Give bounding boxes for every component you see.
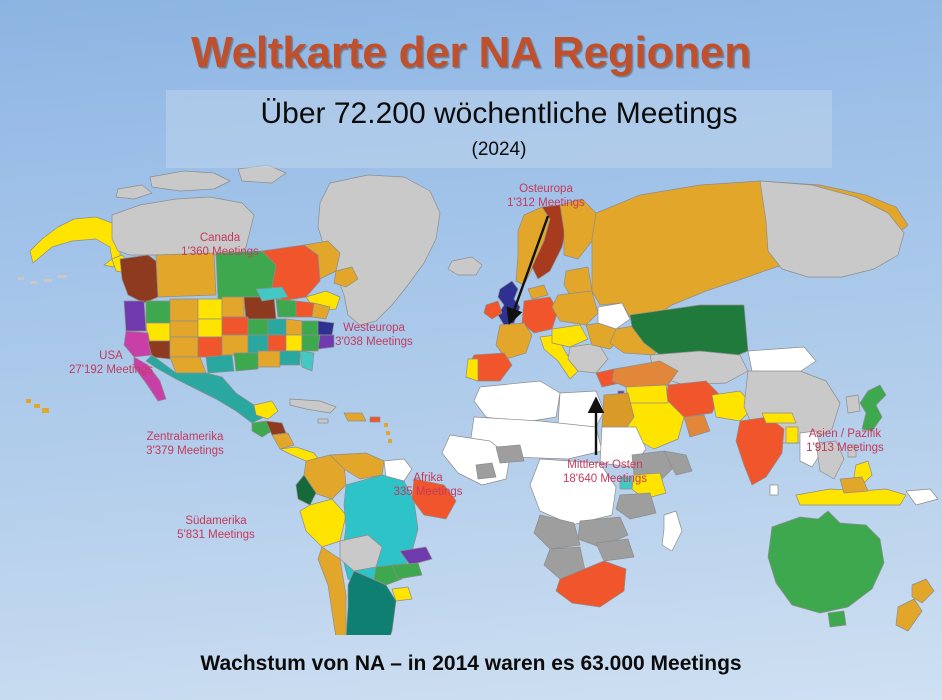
island-cuba [289, 398, 337, 414]
country-myanmar [799, 430, 823, 468]
world-map [0, 155, 942, 635]
country-somalia-grey [663, 450, 693, 476]
russia-far-east [759, 180, 905, 278]
country-japan [859, 384, 887, 432]
country-png [905, 488, 939, 506]
lesser-antilles [384, 423, 392, 443]
country-morocco-algeria [473, 380, 561, 424]
country-portugal [465, 358, 479, 382]
country-taiwan [847, 444, 857, 458]
island-jamaica [317, 418, 329, 424]
country-yucatan [253, 400, 279, 420]
country-mali-grey [495, 444, 525, 464]
country-newzealand [895, 578, 935, 632]
country-baltic [563, 266, 593, 296]
country-peru [299, 498, 347, 548]
country-tanzania-grey [615, 492, 657, 520]
country-guatemala [251, 420, 273, 438]
island-iceland [447, 256, 483, 276]
province-newfoundland [333, 266, 359, 288]
country-bangladesh [785, 426, 799, 444]
country-angola-grey [533, 514, 581, 550]
country-argentina [345, 570, 397, 635]
province-bc [119, 254, 159, 304]
country-france [495, 322, 533, 360]
country-uk [497, 280, 521, 326]
country-alaska [29, 216, 121, 268]
country-czech-austria [551, 324, 589, 348]
country-sri-lanka [769, 484, 779, 496]
country-uganda-cyan [619, 476, 633, 490]
country-guyanas [383, 458, 413, 482]
country-madagascar [661, 510, 683, 552]
country-nicaragua [271, 432, 295, 450]
page-title: Weltkarte der NA Regionen [191, 28, 751, 77]
country-nepal-strip [761, 412, 797, 424]
island-puertorico [369, 416, 381, 423]
country-mexico-baja [133, 356, 167, 402]
usa-states [123, 286, 335, 374]
world-map-svg [18, 164, 939, 635]
country-chile [317, 546, 347, 635]
subtitle-year: (2024) [471, 139, 527, 160]
country-ecuador [295, 474, 317, 506]
state-hawaii [26, 399, 49, 413]
country-tasmania [827, 610, 847, 628]
country-denmark [527, 284, 549, 300]
country-southafrica [555, 560, 627, 608]
country-australia [767, 510, 885, 614]
country-oman-uae [683, 414, 711, 438]
province-prairie [155, 252, 217, 298]
canada-arctic-islands [115, 164, 287, 200]
country-egypt [601, 392, 635, 432]
country-india [735, 416, 785, 486]
country-finland [559, 198, 597, 260]
country-zimbabwe-grey [595, 538, 635, 562]
country-canada-north [111, 196, 255, 256]
country-uruguay [391, 586, 413, 602]
subtitle-main: Über 72.200 wöchentliche Meetings [260, 97, 738, 130]
country-parana-state [391, 562, 423, 580]
subtitle-banner [166, 90, 832, 168]
country-congo [529, 458, 617, 526]
footer-caption: Wachstum von NA – in 2014 waren es 63.00… [200, 652, 742, 675]
country-brazil-northeast [411, 478, 457, 520]
country-thailand-indochina [815, 440, 845, 480]
country-ghana-grey [475, 462, 497, 480]
country-ethiopia-grey [631, 450, 677, 482]
island-hispaniola [343, 412, 367, 422]
country-borneo [839, 476, 869, 494]
country-saopaulo-state [399, 546, 433, 566]
country-iraq-syria [625, 384, 669, 404]
country-mongolia [747, 346, 817, 374]
country-libya [557, 390, 605, 428]
country-ireland [483, 300, 503, 320]
country-poland [551, 290, 599, 326]
aleutian-islands [18, 275, 67, 284]
country-koreas [845, 394, 861, 414]
